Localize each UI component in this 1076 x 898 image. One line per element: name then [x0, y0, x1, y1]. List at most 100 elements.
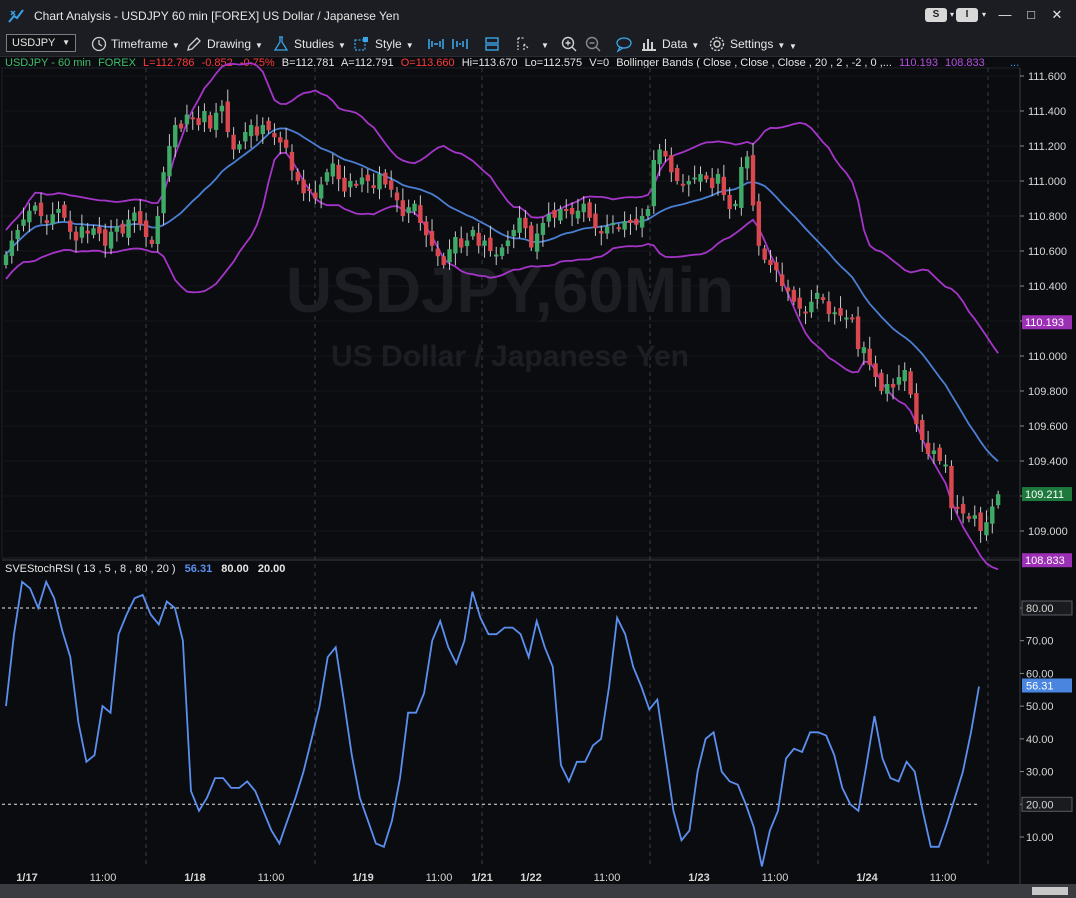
candle-body [564, 209, 569, 211]
candle-body [418, 205, 423, 223]
indicator-level-high: 80.00 [221, 563, 249, 575]
candlestick-series [3, 89, 1001, 543]
indicator-tick-label: 20.00 [1026, 799, 1054, 811]
candle-body [494, 254, 499, 257]
time-axis-label: 1/19 [352, 872, 373, 884]
candle-body [377, 174, 382, 190]
gear-icon[interactable] [708, 35, 726, 53]
symbol-selector[interactable]: USDJPY ▼ [6, 34, 76, 52]
clock-icon[interactable] [90, 35, 108, 53]
candle-body [593, 213, 598, 229]
compress-bars-icon[interactable] [427, 35, 445, 53]
candle-body [645, 209, 651, 216]
candle-body [161, 172, 166, 214]
flask-icon[interactable] [272, 35, 290, 53]
info-more-icon[interactable]: ... [1010, 57, 1020, 69]
candle-body [21, 219, 26, 226]
candle-body [15, 230, 20, 240]
expand-bars-icon[interactable] [451, 35, 469, 53]
candle-body [342, 177, 347, 192]
timeframe-menu[interactable]: Timeframe ▼ [111, 37, 180, 51]
candle-body [254, 126, 260, 136]
zoom-out-icon[interactable] [584, 35, 602, 53]
style-menu[interactable]: Style ▼ [375, 37, 414, 51]
time-axis-label: 1/21 [471, 872, 492, 884]
scrollbar-thumb[interactable] [1032, 887, 1068, 895]
time-axis-label: 1/24 [856, 872, 878, 884]
candle-body [371, 185, 376, 188]
candle-body [896, 377, 902, 385]
candle-body [283, 139, 289, 148]
candle-body [318, 184, 324, 199]
overflow-caret-icon[interactable]: ▼ [789, 42, 797, 51]
study-label: Bollinger Bands ( Close , Close , Close … [616, 57, 892, 69]
price-tick-label: 110.600 [1028, 246, 1067, 258]
candle-body [453, 237, 458, 254]
candle-body [73, 231, 79, 241]
drawing-menu[interactable]: Drawing ▼ [207, 37, 263, 51]
pencil-icon[interactable] [185, 35, 203, 53]
layout-icon[interactable] [483, 35, 501, 53]
zoom-in-icon[interactable] [560, 35, 578, 53]
price-axis-markers: 110.193 109.211 108.833 [1022, 315, 1072, 568]
candle-body [885, 384, 890, 394]
window-title: Chart Analysis - USDJPY 60 min [FOREX] U… [34, 9, 400, 23]
time-axis-label: 1/17 [16, 872, 37, 884]
chat-icon[interactable] [615, 35, 633, 53]
candle-body [353, 183, 359, 186]
candle-body [143, 220, 149, 237]
candle-body [739, 167, 744, 208]
data-menu[interactable]: Data ▼ [662, 37, 700, 51]
s-button[interactable]: S [925, 8, 947, 22]
time-axis-label: 1/23 [688, 872, 709, 884]
candle-body [925, 442, 931, 454]
minimize-button[interactable]: — [998, 7, 1012, 22]
candle-body [476, 232, 481, 246]
candle-body [949, 465, 954, 509]
i-button[interactable]: I [956, 8, 978, 22]
candle-body [995, 494, 1001, 506]
time-axis-label: 11:00 [762, 872, 789, 884]
candle-body [62, 204, 67, 218]
candle-body [108, 231, 114, 249]
candle-body [523, 217, 528, 229]
candle-body [406, 207, 411, 214]
candle-body [669, 155, 674, 173]
candle-body [639, 216, 645, 228]
candle-body [44, 220, 50, 223]
time-axis-label: 11:00 [90, 872, 117, 884]
settings-menu[interactable]: Settings ▼ [730, 37, 786, 51]
candle-body [569, 207, 575, 215]
candle-body [657, 149, 662, 165]
candle-body [196, 118, 201, 125]
cursor-dropdown-caret-icon[interactable]: ▼ [541, 41, 549, 50]
candle-body [890, 384, 896, 388]
candle-body [266, 120, 271, 131]
exchange-label: FOREX [98, 57, 136, 69]
candle-body [167, 146, 172, 177]
time-axis-label: 11:00 [426, 872, 453, 884]
candle-body [861, 347, 867, 354]
candle-body [558, 209, 563, 221]
i-button-caret-icon[interactable]: ▾ [981, 10, 986, 19]
studies-menu[interactable]: Studies ▼ [294, 37, 346, 51]
s-button-caret-icon[interactable]: ▾ [949, 10, 954, 19]
candle-body [126, 219, 131, 238]
candle-body [79, 226, 85, 238]
bar-chart-icon[interactable] [640, 35, 658, 53]
candle-body [50, 214, 55, 225]
horizontal-scrollbar[interactable] [0, 884, 1076, 898]
candle-body [914, 393, 919, 425]
close-button[interactable]: ✕ [1051, 7, 1063, 22]
candle-body [850, 317, 855, 320]
candle-body [966, 516, 972, 519]
candle-body [27, 210, 32, 223]
candle-body [3, 254, 9, 265]
style-icon[interactable] [352, 35, 370, 53]
low-price: Lo=112.575 [524, 57, 583, 69]
time-axis-label: 11:00 [594, 872, 621, 884]
candle-body [902, 370, 907, 382]
candle-body [628, 219, 633, 223]
maximize-button[interactable]: □ [1027, 7, 1035, 22]
